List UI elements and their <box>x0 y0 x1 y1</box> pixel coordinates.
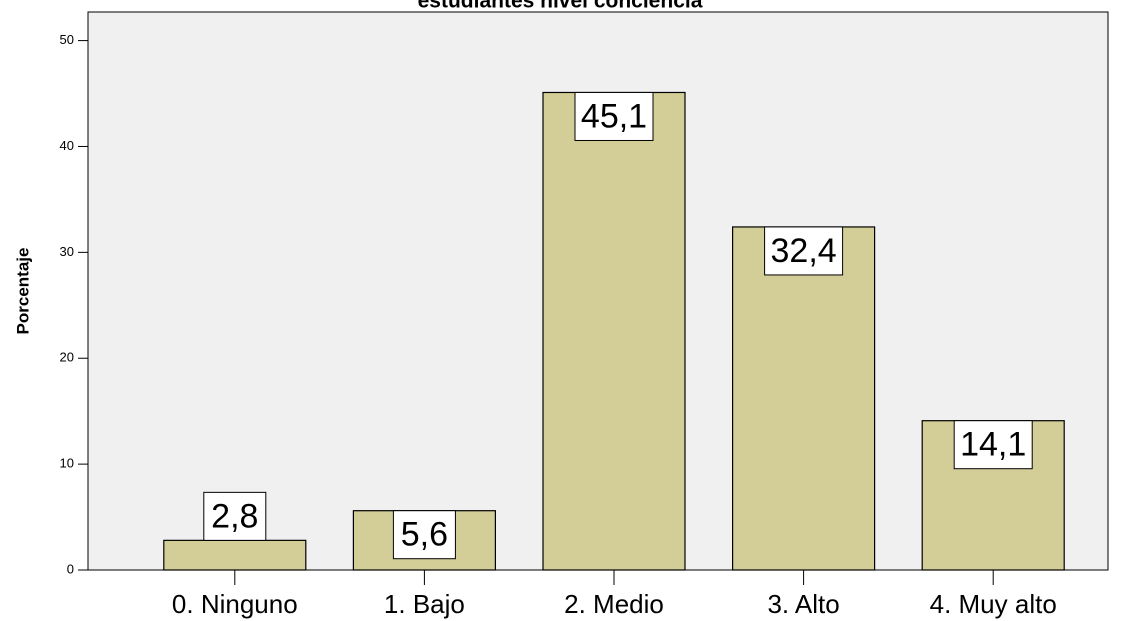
y-tick-label: 10 <box>60 456 74 471</box>
y-axis-label: Porcentaje <box>13 248 32 335</box>
value-label-box <box>764 226 844 276</box>
y-tick-label: 40 <box>60 138 74 153</box>
value-label-box <box>574 91 654 141</box>
x-tick-label: 0. Ninguno <box>172 589 298 619</box>
y-tick-label: 0 <box>67 561 74 576</box>
x-tick-label: 1. Bajo <box>384 589 465 619</box>
y-tick-label: 50 <box>60 32 74 47</box>
value-label-box <box>392 510 456 560</box>
value-label-box <box>953 420 1033 470</box>
value-label: 5,6 <box>401 516 448 554</box>
y-tick-label: 20 <box>60 350 74 365</box>
y-tick-label: 30 <box>60 244 74 259</box>
x-tick-label: 3. Alto <box>767 589 839 619</box>
x-tick-label: 4. Muy alto <box>930 589 1057 619</box>
bar <box>163 539 307 571</box>
x-tick-label: 2. Medio <box>564 589 664 619</box>
bar <box>731 226 876 571</box>
value-label: 14,1 <box>960 426 1026 464</box>
value-label-box <box>203 491 267 541</box>
value-label: 2,8 <box>211 497 258 535</box>
value-label: 32,4 <box>771 232 837 270</box>
bar <box>542 91 686 571</box>
chart-title: estudiantes nivel conciencia <box>418 0 703 13</box>
value-label: 45,1 <box>581 97 647 135</box>
